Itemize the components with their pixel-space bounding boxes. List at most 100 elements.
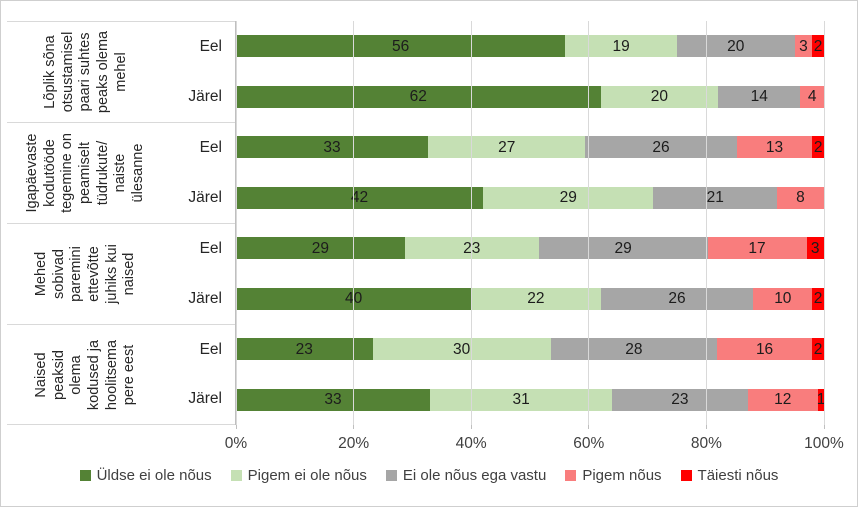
- axis-tick: [235, 425, 237, 429]
- bar-slot: 33 31 23 12 1: [236, 375, 826, 426]
- bar-segment: 20: [676, 35, 795, 58]
- stacked-bar: 42 29 21 8: [236, 186, 824, 209]
- axis-tick: [823, 425, 825, 429]
- bar-value-label: 2: [813, 37, 823, 55]
- bar-segment: 33: [236, 136, 429, 159]
- legend-item: Üldse ei ole nõus: [79, 467, 212, 484]
- category-group-label: Naised peaksid olema kodused ja hoolitse…: [32, 339, 138, 410]
- row-labels-cell: Eel Järel: [165, 123, 235, 223]
- category-group-label: Lõplik sõna otsustamisel paari suhtes pe…: [41, 30, 129, 114]
- bar-value-label: 2: [813, 290, 823, 307]
- category-group-label-cell: Igapäevaste kodutööde tegemine on peamis…: [7, 123, 165, 223]
- legend-swatch: [230, 470, 242, 481]
- bar-value-label: 16: [755, 340, 774, 358]
- bar-slot: 23 30 28 16 2: [236, 324, 824, 375]
- legend-swatch: [385, 470, 397, 481]
- bar-segment: 27: [428, 136, 586, 159]
- row-label-eel: Eel: [199, 139, 222, 156]
- bar-value-label: 29: [311, 239, 330, 257]
- x-axis-label: 60%: [573, 435, 605, 452]
- bar-value-label: 27: [498, 138, 516, 156]
- category-group-label-cell: Mehed sobivad paremini ettevõtte juhiks …: [7, 224, 165, 324]
- bar-value-label: 62: [409, 88, 427, 105]
- stacked-bar: 402226102: [236, 287, 824, 310]
- bar-value-label: 8: [796, 189, 805, 206]
- gridline: [235, 21, 237, 425]
- gridline: [705, 21, 707, 425]
- bar-value-label: 17: [748, 239, 766, 257]
- bar-value-label: 13: [765, 138, 784, 156]
- bar-value-label: 33: [323, 138, 341, 156]
- category-label-column: Lõplik sõna otsustamisel paari suhtes pe…: [7, 21, 236, 425]
- legend-swatch: [565, 470, 577, 481]
- bar-value-label: 20: [650, 88, 668, 105]
- row-label-eel: Eel: [199, 240, 222, 257]
- bar-segment: 3: [806, 237, 824, 260]
- category-group-label-cell: Naised peaksid olema kodused ja hoolitse…: [7, 325, 165, 424]
- bar-segment: 23: [404, 237, 539, 260]
- legend-item: Täiesti nõus: [680, 467, 778, 484]
- bar-value-label: 1: [816, 391, 826, 408]
- legend-item: Pigem ei ole nõus: [230, 467, 367, 484]
- axis-tick: [588, 425, 590, 429]
- legend-item: Ei ole nõus ega vastu: [385, 467, 546, 484]
- gridline: [470, 21, 472, 425]
- bar-segment: 8: [776, 186, 824, 209]
- bar-segment: 2: [812, 338, 824, 361]
- bar-value-label: 30: [453, 340, 471, 358]
- bar-segment: 21: [653, 186, 777, 209]
- bar-segment: 12: [747, 388, 819, 411]
- bar-value-label: 29: [559, 189, 577, 206]
- axis-tick: [353, 425, 355, 429]
- bar-value-label: 28: [625, 340, 643, 358]
- category-group-label: Igapäevaste kodutööde tegemine on peamis…: [24, 133, 147, 213]
- bar-value-label: 14: [750, 88, 768, 105]
- bar-segment: 13: [736, 136, 813, 159]
- bar-value-label: 23: [295, 340, 313, 358]
- bar-segment: 1: [816, 388, 826, 411]
- bar-segment: 2: [812, 287, 824, 310]
- row-label-eel: Eel: [199, 340, 222, 358]
- bar-value-label: 10: [774, 290, 792, 307]
- bar-slot: 42 29 21 8: [236, 173, 824, 224]
- bar-value-label: 42: [350, 189, 369, 206]
- bar-segment: 2: [812, 136, 824, 159]
- bar-slot: 56 19 20 3 2: [236, 21, 824, 72]
- bar-segment: 3: [794, 35, 813, 58]
- bar-value-label: 29: [614, 239, 632, 257]
- bar-segment: 30: [372, 338, 551, 361]
- bar-segment: 23: [612, 388, 748, 411]
- bar-segment: 26: [585, 136, 737, 159]
- x-axis-label: 100%: [804, 435, 844, 452]
- plot-area: 56 19 20 3 2 62 20 14 4 33 27 26 13 2 42 29 21 8 29 23 29 17 3…: [235, 21, 826, 426]
- chart-area: Lõplik sõna otsustamisel paari suhtes pe…: [7, 21, 826, 426]
- bar-value-label: 3: [810, 239, 820, 257]
- bar-segment: 29: [236, 237, 405, 260]
- bar-segment: 17: [707, 237, 807, 260]
- bar-value-label: 31: [512, 391, 530, 408]
- category-group: Igapäevaste kodutööde tegemine on peamis…: [7, 122, 235, 223]
- bar-segment: 56: [236, 35, 566, 58]
- x-axis: 0% 20% 40% 60% 80% 100%: [225, 425, 844, 459]
- row-labels-cell: Eel Järel: [165, 224, 235, 324]
- bar-slot: 29 23 29 17 3: [236, 223, 824, 274]
- bar-value-label: 12: [774, 391, 792, 408]
- stacked-bar: 33 31 23 12 1: [236, 388, 826, 411]
- x-axis-label: 80%: [690, 435, 722, 452]
- bar-segment: 29: [482, 186, 654, 209]
- bar-value-label: 3: [799, 37, 808, 55]
- legend-swatch: [680, 470, 692, 481]
- legend-label: Pigem nõus: [582, 467, 662, 484]
- x-axis-label: 0%: [224, 435, 248, 452]
- row-label-järel: Järel: [188, 390, 222, 408]
- stacked-bar: 29 23 29 17 3: [236, 237, 824, 260]
- bar-segment: 42: [236, 186, 483, 209]
- category-group: Mehed sobivad paremini ettevõtte juhiks …: [7, 223, 235, 324]
- bar-segment: 22: [471, 287, 601, 310]
- bar-value-label: 22: [527, 290, 545, 307]
- legend-item: Pigem nõus: [565, 467, 662, 484]
- row-labels-cell: Eel Järel: [165, 325, 235, 424]
- bar-value-label: 4: [807, 88, 817, 105]
- legend-label: Üldse ei ole nõus: [96, 467, 212, 484]
